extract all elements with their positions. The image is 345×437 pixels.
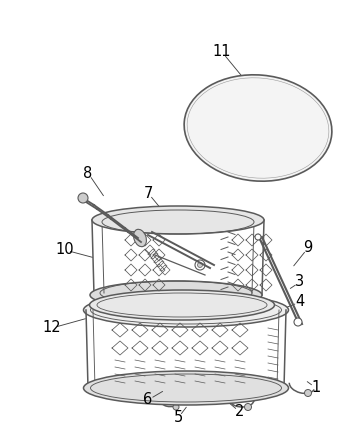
Text: 12: 12 xyxy=(43,320,61,336)
Circle shape xyxy=(78,193,88,203)
Circle shape xyxy=(294,318,302,326)
Ellipse shape xyxy=(90,281,262,309)
Circle shape xyxy=(245,403,252,410)
Text: 10: 10 xyxy=(56,243,74,257)
Ellipse shape xyxy=(89,290,275,320)
Circle shape xyxy=(255,234,261,240)
Ellipse shape xyxy=(134,229,146,247)
Text: 4: 4 xyxy=(295,295,305,309)
Text: 6: 6 xyxy=(144,392,152,407)
Text: 3: 3 xyxy=(295,274,305,289)
Circle shape xyxy=(173,404,179,410)
Text: 1: 1 xyxy=(312,381,321,395)
Ellipse shape xyxy=(184,75,332,181)
Ellipse shape xyxy=(92,206,264,234)
Text: 9: 9 xyxy=(303,240,313,256)
Circle shape xyxy=(195,260,205,270)
Ellipse shape xyxy=(83,293,288,327)
Ellipse shape xyxy=(83,371,288,405)
Text: 2: 2 xyxy=(235,405,245,420)
Circle shape xyxy=(197,263,203,267)
Text: 7: 7 xyxy=(143,185,153,201)
Text: 11: 11 xyxy=(213,45,231,59)
Circle shape xyxy=(305,389,312,396)
Text: 8: 8 xyxy=(83,166,92,180)
Text: 5: 5 xyxy=(174,410,183,426)
